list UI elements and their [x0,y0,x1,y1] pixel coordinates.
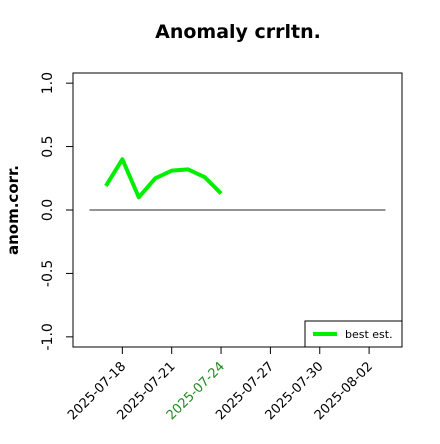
series-line [104,157,223,200]
chart-title: Anomaly crrltn. [155,21,321,43]
y-tick-label: 0.0 [40,199,56,221]
y-tick-label: 0.5 [40,135,56,157]
y-tick-label: -0.5 [40,260,56,287]
y-tick-label: 1.0 [40,72,56,94]
y-tick-label: -1.0 [40,323,56,350]
legend-label: best est. [345,328,393,341]
y-axis-label: anom.corr. [4,165,22,255]
